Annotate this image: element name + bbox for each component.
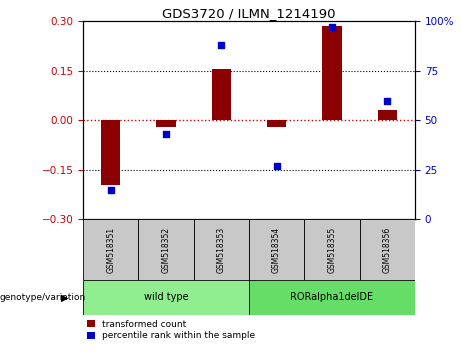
Text: RORalpha1delDE: RORalpha1delDE [290,292,373,302]
Bar [138,219,194,280]
Bar [156,120,176,127]
Bar [322,26,342,120]
Text: GSM518352: GSM518352 [161,227,171,273]
Bar [249,219,304,280]
Bar [378,110,397,120]
Point [328,24,336,30]
Bar [360,219,415,280]
Bar [212,69,231,120]
Point [162,131,170,137]
Point [273,163,280,169]
Point [107,187,114,193]
Text: GSM518356: GSM518356 [383,227,392,273]
Bar [304,219,360,280]
Point [218,42,225,48]
Text: GSM518351: GSM518351 [106,227,115,273]
Text: GSM518353: GSM518353 [217,227,226,273]
Point [384,98,391,103]
Bar [194,219,249,280]
Bar [83,280,249,315]
Bar [101,120,120,185]
Text: GSM518355: GSM518355 [327,227,337,273]
Text: GSM518354: GSM518354 [272,227,281,273]
Text: ▶: ▶ [61,292,68,302]
Legend: transformed count, percentile rank within the sample: transformed count, percentile rank withi… [88,320,255,340]
Text: wild type: wild type [144,292,188,302]
Bar [249,280,415,315]
Text: genotype/variation: genotype/variation [0,293,86,302]
Bar [267,120,286,127]
Bar [83,219,138,280]
Title: GDS3720 / ILMN_1214190: GDS3720 / ILMN_1214190 [162,7,336,20]
